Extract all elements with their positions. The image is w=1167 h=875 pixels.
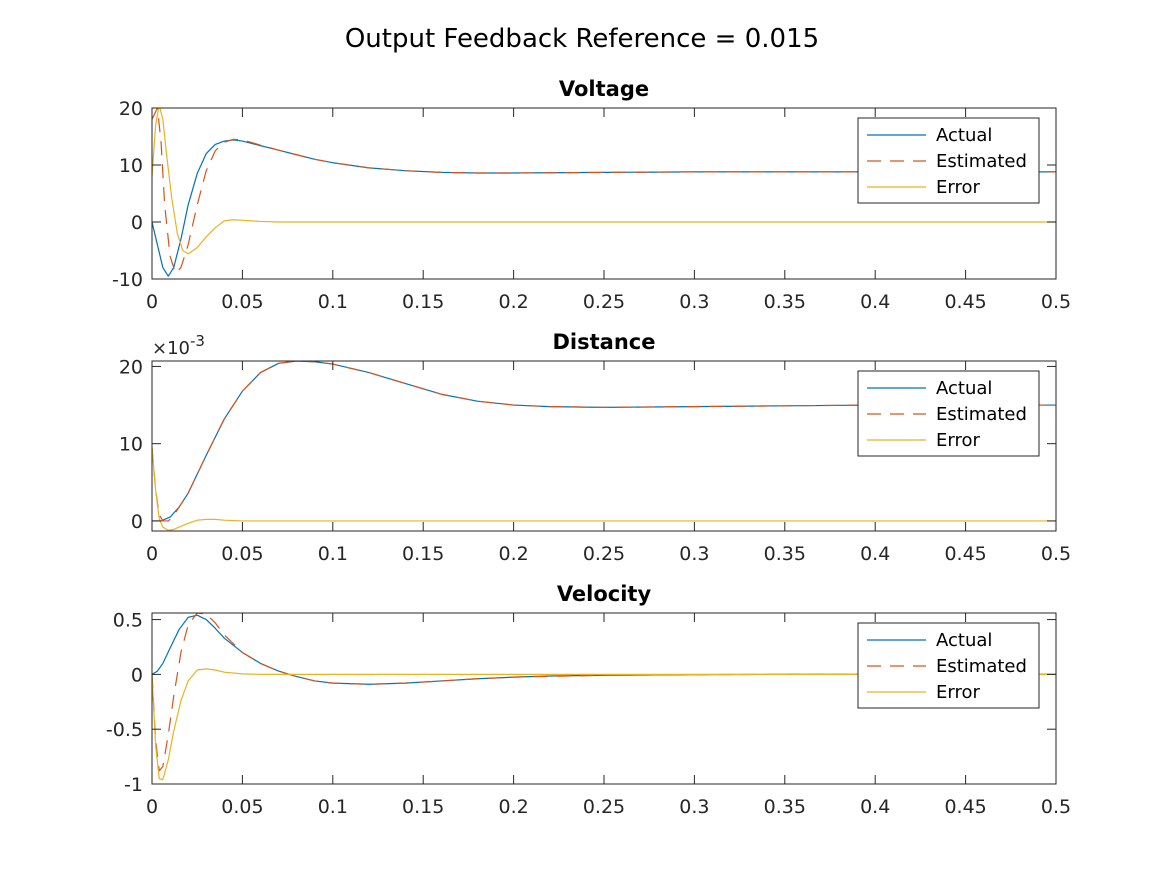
x-tick-label: 0.5 xyxy=(1041,543,1071,565)
legend-label-estimated: Estimated xyxy=(936,151,1027,172)
x-tick-label: 0.35 xyxy=(764,543,806,565)
x-tick-label: 0.15 xyxy=(402,291,444,313)
legend-label-error: Error xyxy=(936,430,980,451)
subplot-distance: 0 0.05 0.1 0.15 0.2 0.25 0.3 0.35 0.4 0.45 0.5 0 10 2… xyxy=(119,330,1071,565)
x-tick-label: 0.2 xyxy=(498,291,528,313)
legend: Actual Estimated Error xyxy=(857,117,1040,204)
x-tick-label: 0.25 xyxy=(583,291,625,313)
series-line-error xyxy=(152,108,1056,255)
figure-title: Output Feedback Reference = 0.015 xyxy=(345,24,819,54)
subplot-voltage: 0 0.05 0.1 0.15 0.2 0.25 0.3 0.35 0.4 0.45 0.5-100… xyxy=(112,77,1071,313)
x-tick-label: 0.05 xyxy=(221,543,263,565)
x-tick-label: 0 xyxy=(146,796,158,818)
x-tick-label: 0 xyxy=(146,543,158,565)
legend-box xyxy=(857,622,1040,709)
x-tick-label: 0.05 xyxy=(221,291,263,313)
legend-box xyxy=(857,117,1040,204)
y-tick-label: -0.5 xyxy=(106,719,143,741)
x-tick-label: 0.1 xyxy=(318,796,348,818)
x-tick-label: 0.15 xyxy=(402,796,444,818)
y-tick-label: 10 xyxy=(119,155,143,177)
legend: Actual Estimated Error xyxy=(857,370,1040,457)
series-lines xyxy=(152,613,1056,781)
x-tick-label: 0.05 xyxy=(221,796,263,818)
legend-label-estimated: Estimated xyxy=(936,404,1027,425)
legend-label-actual: Actual xyxy=(936,630,992,651)
x-tick-label: 0.4 xyxy=(860,291,890,313)
subplot-title: Distance xyxy=(553,330,656,354)
x-tick-label: 0.4 xyxy=(860,796,890,818)
series-line-error xyxy=(152,447,1056,531)
y-tick-label: 0 xyxy=(131,511,143,533)
series-line-estimated xyxy=(152,108,1056,274)
x-tick-label: 0.1 xyxy=(318,291,348,313)
y-tick-label: 0 xyxy=(131,212,143,234)
x-tick-label: 0.4 xyxy=(860,543,890,565)
y-tick-label: 20 xyxy=(119,356,143,378)
series-line-error xyxy=(152,668,1056,781)
legend-label-actual: Actual xyxy=(936,125,992,146)
y-tick-label: 0.5 xyxy=(113,610,143,632)
x-tick-label: 0.3 xyxy=(679,796,709,818)
legend-label-actual: Actual xyxy=(936,378,992,399)
legend-label-estimated: Estimated xyxy=(936,656,1027,677)
y-tick-label: 20 xyxy=(119,98,143,120)
y-exponent-label: ×10-3 xyxy=(152,332,205,359)
series-line-estimated xyxy=(152,613,1056,772)
y-tick-label: 10 xyxy=(119,434,143,456)
x-tick-label: 0.45 xyxy=(944,291,986,313)
x-tick-label: 0.5 xyxy=(1041,796,1071,818)
legend: Actual Estimated Error xyxy=(857,622,1040,709)
x-tick-label: 0.25 xyxy=(583,543,625,565)
x-tick-label: 0.2 xyxy=(498,796,528,818)
x-tick-label: 0.1 xyxy=(318,543,348,565)
subplot-velocity: 0 0.05 0.1 0.15 0.2 0.25 0.3 0.35 0.4 0.45 0.5 -1 -0… xyxy=(106,582,1071,818)
subplot-title: Voltage xyxy=(559,77,649,101)
x-tick-label: 0.45 xyxy=(944,543,986,565)
x-tick-label: 0.3 xyxy=(679,543,709,565)
x-tick-label: 0.15 xyxy=(402,543,444,565)
subplot-title: Velocity xyxy=(557,582,652,606)
y-exponent-power: -3 xyxy=(190,332,205,350)
x-tick-label: 0.2 xyxy=(498,543,528,565)
x-tick-label: 0.5 xyxy=(1041,291,1071,313)
y-tick-label: 0 xyxy=(131,664,143,686)
x-tick-label: 0.45 xyxy=(944,796,986,818)
y-tick-label: -10 xyxy=(112,269,143,291)
series-lines xyxy=(152,108,1056,277)
subplots: 0 0.05 0.1 0.15 0.2 0.25 0.3 0.35 0.4 0.45 0.5-100… xyxy=(106,77,1071,818)
x-tick-label: 0.25 xyxy=(583,796,625,818)
x-tick-label: 0.35 xyxy=(764,291,806,313)
x-tick-label: 0.35 xyxy=(764,796,806,818)
legend-label-error: Error xyxy=(936,177,980,198)
x-tick-label: 0 xyxy=(146,291,158,313)
y-tick-label: -1 xyxy=(124,774,143,796)
legend-box xyxy=(857,370,1040,457)
legend-label-error: Error xyxy=(936,682,980,703)
x-tick-label: 0.3 xyxy=(679,291,709,313)
